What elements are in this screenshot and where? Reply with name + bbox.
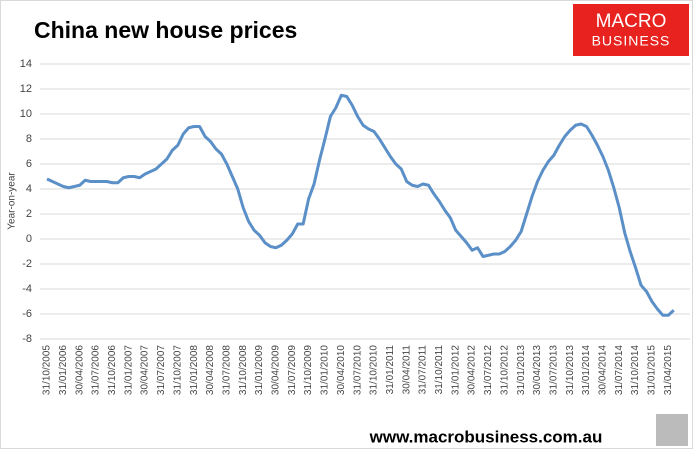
x-tick-label: 30/04/2009 [271,345,282,395]
x-tick-label: 31/01/2010 [320,345,331,395]
y-tick-label: 6 [26,158,32,170]
y-tick-label: 2 [26,208,32,220]
x-tick-label: 31/10/2009 [303,345,314,395]
x-tick-label: 31/10/2011 [434,345,445,395]
x-tick-label: 31/01/2012 [450,345,461,395]
y-tick-label: -8 [22,333,32,345]
x-tick-label: 31/10/2008 [238,345,249,395]
x-tick-label: 31/04/2015 [663,345,674,395]
x-tick-label: 31/07/2006 [91,345,102,395]
chart-title: China new house prices [34,17,297,43]
y-tick-label: -4 [22,283,32,295]
footer: www.macrobusiness.com.au [369,427,603,446]
x-tick-label: 31/07/2013 [548,345,559,395]
x-tick-label: 31/07/2012 [483,345,494,395]
x-tick-label: 31/10/2014 [630,345,641,395]
x-tick-label: 31/10/2012 [499,345,510,395]
y-tick-label: 10 [20,108,32,120]
data-line [46,93,675,317]
x-tick-label: 31/01/2013 [516,345,527,395]
y-tick-label: 12 [20,83,32,95]
x-tick-label: 31/07/2009 [287,345,298,395]
y-axis-title: Year-on-year [7,172,18,230]
x-tick-label: 30/04/2011 [401,345,412,395]
x-tick-label: 31/07/2010 [352,345,363,395]
x-tick-label: 31/10/2007 [172,345,183,395]
x-tick-label: 31/07/2007 [156,345,167,395]
x-tick-label: 30/04/2010 [336,345,347,395]
y-tick-label: 4 [26,183,32,195]
x-tick-label: 31/01/2015 [647,345,658,395]
x-tick-label: 30/04/2006 [74,345,85,395]
x-tick-label: 31/01/2011 [385,345,396,395]
x-tick-label: 31/07/2011 [418,345,429,395]
logo-icon [656,414,688,446]
logo-box [573,4,689,56]
x-tick-label: 30/04/2013 [532,345,543,395]
x-tick-label: 31/10/2010 [369,345,380,395]
x-tick-label: 31/07/2014 [614,345,625,395]
x-tick-label: 31/10/2005 [42,345,53,395]
x-tick-label: 31/01/2007 [123,345,134,395]
logo-text: MACRO [596,11,667,32]
x-tick-label: 31/01/2014 [581,345,592,395]
y-tick-label: -2 [22,258,32,270]
x-tick-label: 31/10/2013 [565,345,576,395]
x-tick-label: 31/01/2008 [189,345,200,395]
x-tick-label: 30/04/2007 [140,345,151,395]
x-tick-label: 31/07/2008 [221,345,232,395]
x-tick-label: 30/04/2014 [598,345,609,395]
y-tick-label: 8 [26,133,32,145]
logo-text: BUSINESS [592,33,671,49]
x-tick-label: 31/01/2006 [58,345,69,395]
y-tick-label: 14 [20,58,32,70]
x-tick-label: 31/01/2009 [254,345,265,395]
x-tick-label: 30/04/2012 [467,345,478,395]
y-tick-label: 0 [26,233,32,245]
y-tick-label: -6 [22,308,32,320]
x-tick-label: 31/10/2006 [107,345,118,395]
x-tick-label: 30/04/2008 [205,345,216,395]
